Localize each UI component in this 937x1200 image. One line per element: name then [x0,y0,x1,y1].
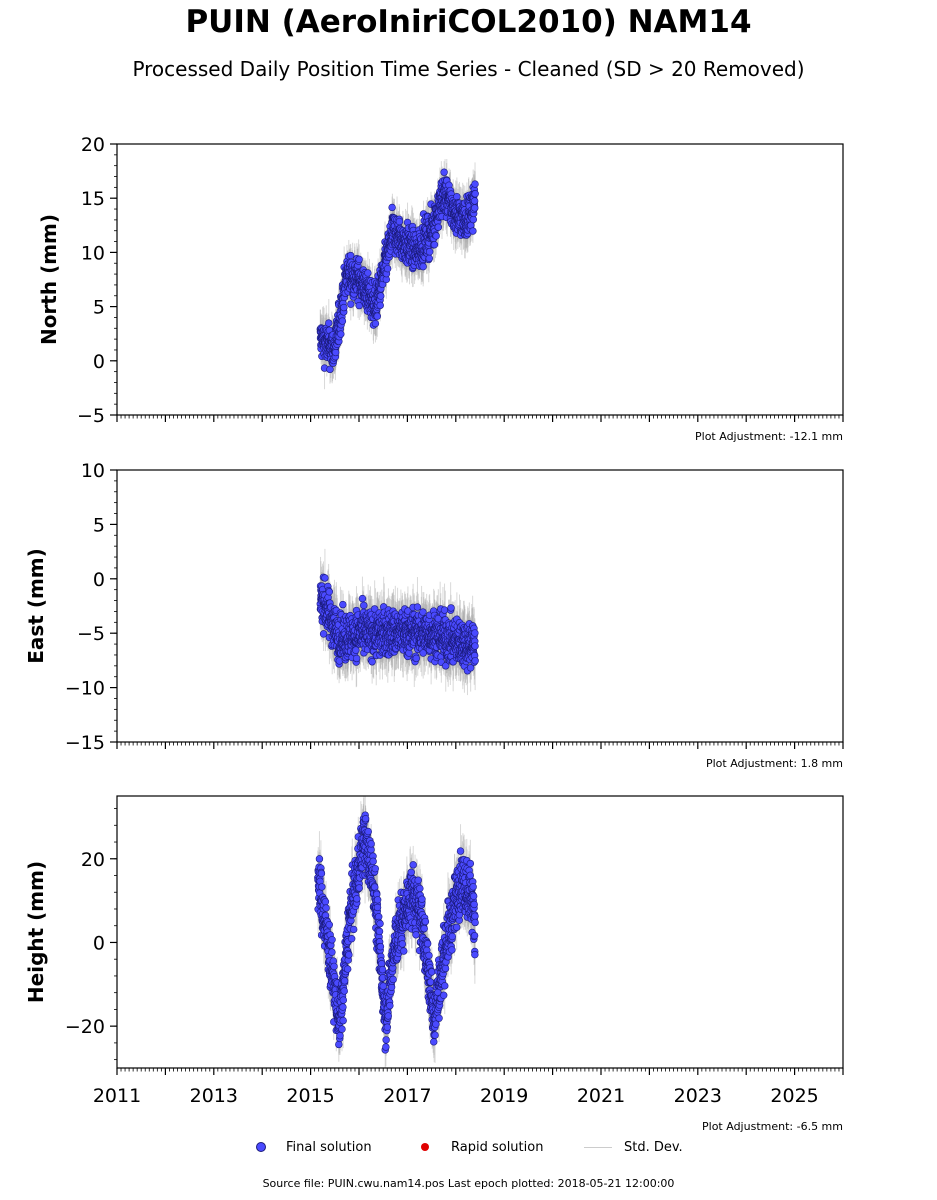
y-axis-label: North (mm) [37,214,61,345]
data-point [377,292,385,300]
y-tick-label: 0 [93,351,105,373]
data-point [326,365,334,374]
data-point [412,654,420,663]
y-tick-label: −5 [77,405,105,427]
panel-1: −5 0 5 10 15 20 North (mm) Plot Adjustment: -12… [37,134,844,443]
data-point [440,168,448,176]
data-point [358,594,367,603]
data-point [331,348,340,357]
data-point [395,217,404,226]
data-point [432,232,440,240]
data-point [471,180,479,188]
data-point [337,330,345,338]
data-point [413,603,422,611]
plot-frame [116,469,844,743]
data-point [355,255,363,264]
chart-title: PUIN (AeroIniriCOL2010) NAM14 [185,4,752,40]
data-point [360,601,368,610]
data-point [373,312,381,320]
data-point [471,657,479,665]
data-point [371,319,380,328]
data-point [447,604,455,612]
y-tick-label: −5 [77,623,105,645]
data-point [470,197,479,205]
y-tick-label: 10 [81,460,105,482]
y-tick-label: 0 [93,569,105,591]
y-tick-label: 5 [93,514,105,536]
y-tick-label: 10 [81,242,105,264]
data-point [383,264,392,273]
y-tick-label: −15 [65,732,105,754]
data-point [471,642,479,650]
data-point [469,227,477,235]
data-point [325,588,333,596]
data-point [325,319,333,327]
data-point [347,300,355,308]
data-point [430,240,439,249]
data-point [405,649,413,657]
data-point [434,223,442,231]
data-point [388,203,396,212]
data-point [425,254,433,263]
data-point [376,301,384,310]
data-point [425,248,434,256]
chart-subtitle: Processed Daily Position Time Series - C… [132,57,805,81]
data-point [321,574,329,582]
plot-adjustment-note: Plot Adjustment: -12.1 mm [695,430,843,443]
data-point [368,658,376,666]
data-point [340,303,348,312]
data-point [364,269,372,277]
data-point [442,662,450,670]
data-point [419,608,427,616]
data-points [316,168,479,374]
data-point [352,654,361,663]
data-point [346,251,355,260]
data-point [453,193,461,201]
y-tick-label: −10 [65,678,105,700]
data-point [319,630,328,638]
data-point [335,657,344,665]
data-point [471,629,479,637]
data-point [419,262,427,271]
y-tick-label: 15 [81,188,105,210]
data-points [316,573,479,675]
data-point [338,317,347,325]
data-point [471,190,479,198]
data-point [352,646,360,654]
data-point [339,600,347,609]
y-tick-label: 20 [81,134,105,156]
y-tick-label: 5 [93,297,105,319]
data-point [466,664,475,672]
data-point [440,606,449,614]
plot-frame [116,143,844,416]
data-point [471,204,479,212]
data-point [469,215,478,224]
